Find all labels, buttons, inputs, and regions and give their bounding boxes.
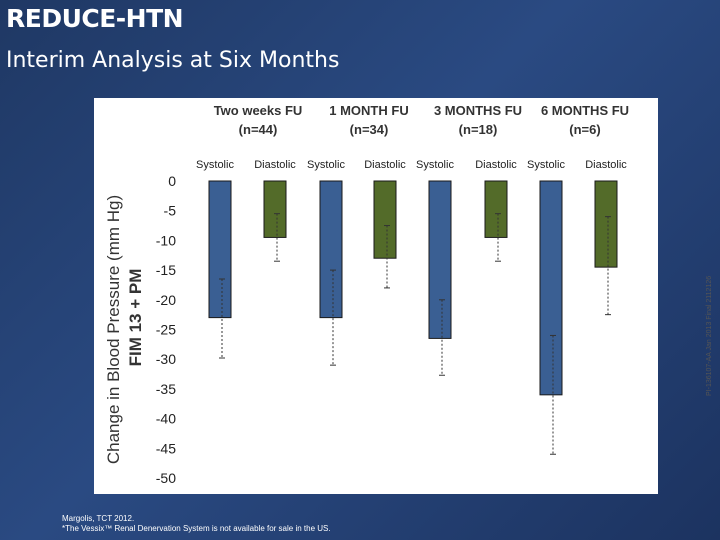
group-header: Two weeks FU — [214, 103, 303, 118]
group-size: (n=44) — [239, 122, 278, 137]
y-tick-label: -10 — [156, 232, 176, 248]
footer: Margolis, TCT 2012. *The Vessix™ Renal D… — [62, 514, 331, 534]
bar — [428, 180, 452, 339]
slide-title: REDUCE-HTN — [6, 4, 184, 33]
bar — [373, 180, 397, 259]
bar — [263, 180, 287, 238]
category-label: Diastolic — [254, 159, 296, 171]
category-label: Diastolic — [475, 159, 517, 171]
group-size: (n=18) — [459, 122, 498, 137]
y-tick-label: -35 — [156, 381, 176, 397]
category-label: Diastolic — [364, 159, 406, 171]
y-tick-label: -45 — [156, 440, 176, 456]
y-tick-label: 0 — [168, 173, 176, 189]
y-tick-label: -30 — [156, 351, 176, 367]
disclaimer: *The Vessix™ Renal Denervation System is… — [62, 524, 331, 533]
category-label: Systolic — [416, 159, 454, 171]
group-size: (n=6) — [569, 122, 600, 137]
bar-chart: Change in Blood Pressure (mm Hg) FIM 13 +… — [104, 103, 629, 486]
group-header: 6 MONTHS FU — [541, 103, 629, 118]
y-tick-label: -25 — [156, 322, 176, 338]
citation: Margolis, TCT 2012. — [62, 514, 135, 523]
y-tick-label: -5 — [164, 203, 177, 219]
group-size: (n=34) — [350, 122, 389, 137]
category-label: Systolic — [527, 159, 565, 171]
bar — [594, 180, 618, 268]
category-label: Systolic — [307, 159, 345, 171]
y-axis-label-secondary: FIM 13 + PM — [126, 269, 145, 367]
category-label: Systolic — [196, 159, 234, 171]
document-code: PI-136107-AA Jan 2013 Final 2112126 — [706, 275, 713, 396]
bar — [208, 180, 232, 319]
slide-subtitle: Interim Analysis at Six Months — [6, 48, 340, 73]
chart-panel: Change in Blood Pressure (mm Hg) FIM 13 +… — [94, 98, 658, 494]
y-tick-label: -50 — [156, 470, 176, 486]
y-tick-label: -15 — [156, 262, 176, 278]
category-label: Diastolic — [585, 159, 627, 171]
bar — [319, 180, 343, 319]
group-header: 1 MONTH FU — [329, 103, 408, 118]
group-header: 3 MONTHS FU — [434, 103, 522, 118]
y-axis-label: Change in Blood Pressure (mm Hg) — [104, 195, 123, 464]
y-tick-label: -20 — [156, 292, 176, 308]
bar — [539, 180, 563, 396]
y-tick-label: -40 — [156, 411, 176, 427]
bar — [484, 180, 508, 238]
